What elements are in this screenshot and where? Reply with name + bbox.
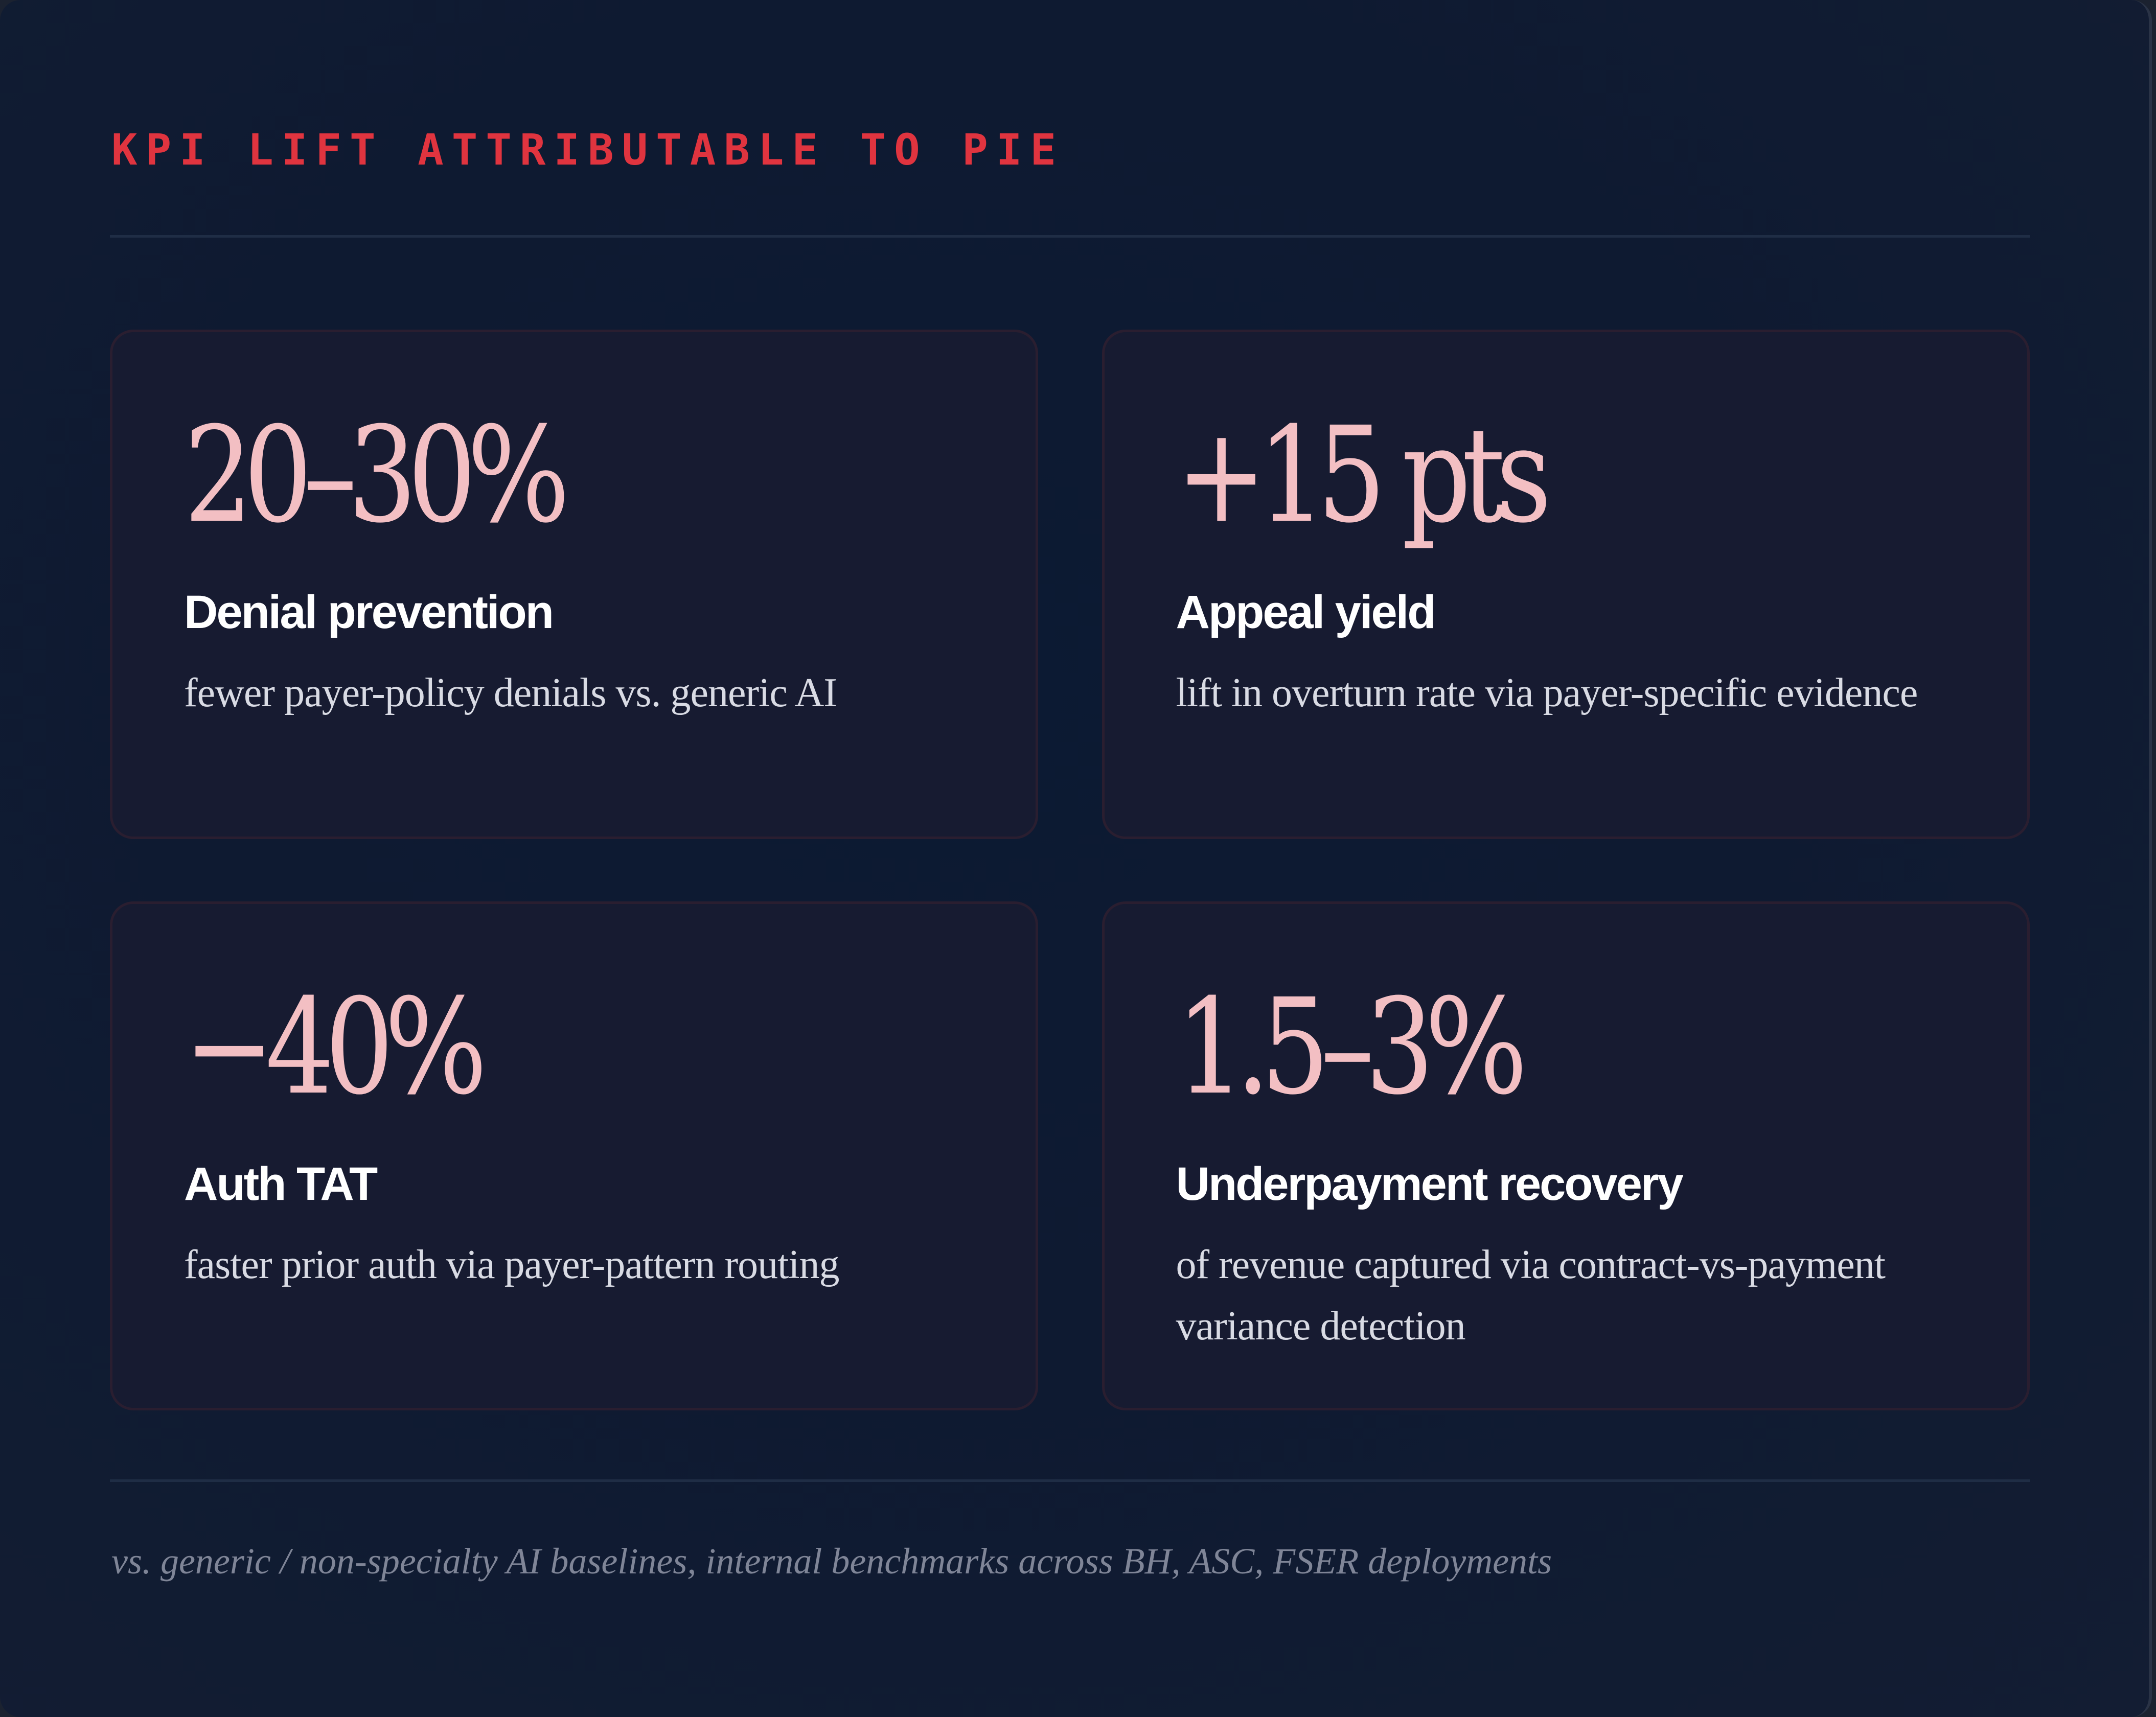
kpi-label: Auth TAT — [184, 1157, 378, 1210]
kpi-card-underpayment-recovery: 1.5–3% Underpayment recovery of revenue … — [1102, 901, 2030, 1410]
kpi-label: Appeal yield — [1176, 586, 1436, 638]
kpi-description: of revenue captured via contract-vs-paym… — [1176, 1242, 1886, 1349]
kpi-label: Underpayment recovery — [1176, 1157, 1684, 1210]
kpi-description: faster prior auth via payer-pattern rout… — [184, 1242, 840, 1287]
kpi-metric: −40% — [184, 970, 487, 1124]
section-kicker: KPI LIFT ATTRIBUTABLE TO PIE — [111, 125, 1065, 175]
footnote: vs. generic / non-specialty AI baselines… — [111, 1541, 1552, 1582]
kpi-description: fewer payer-policy denials vs. generic A… — [184, 670, 837, 715]
kpi-card-auth-tat: −40% Auth TAT faster prior auth via paye… — [110, 901, 1038, 1410]
top-divider — [110, 235, 2030, 238]
kpi-label: Denial prevention — [184, 586, 554, 638]
kpi-grid: 20–30% Denial prevention fewer payer-pol… — [110, 330, 2030, 1410]
kpi-description: lift in overturn rate via payer-specific… — [1176, 670, 1918, 715]
kpi-card-denial-prevention: 20–30% Denial prevention fewer payer-pol… — [110, 330, 1038, 839]
bottom-divider — [110, 1479, 2030, 1482]
kpi-metric: 20–30% — [184, 399, 570, 552]
kpi-metric: +15 pts — [1176, 399, 1551, 552]
kpi-metric: 1.5–3% — [1176, 970, 1528, 1124]
kpi-card-appeal-yield: +15 pts Appeal yield lift in overturn ra… — [1102, 330, 2030, 839]
